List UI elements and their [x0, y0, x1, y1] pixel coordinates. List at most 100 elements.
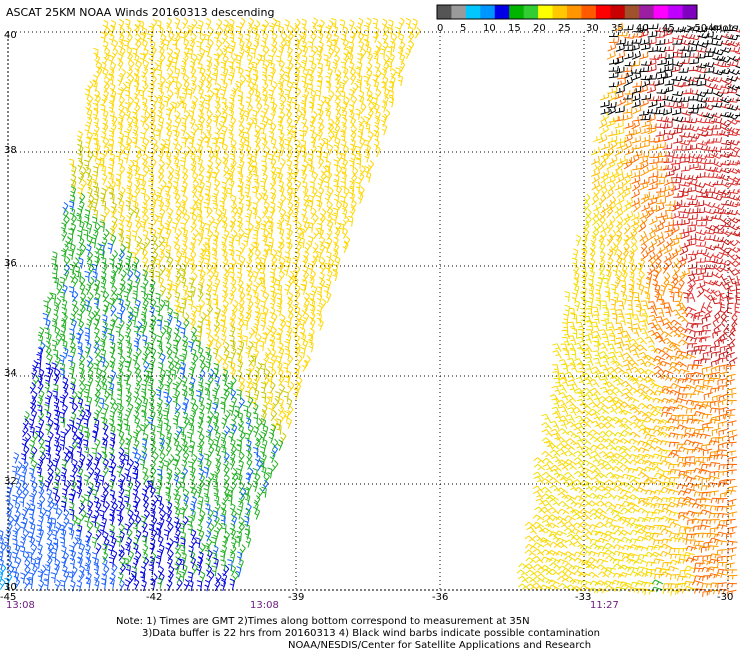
wind-barb [99, 509, 105, 521]
legend-swatch [509, 5, 525, 19]
wind-barb [110, 61, 117, 74]
wind-barb [676, 575, 688, 582]
wind-barb [125, 536, 133, 549]
wind-barb [349, 187, 355, 199]
wind-barb [623, 24, 634, 31]
wind-barb [711, 146, 723, 152]
legend-swatch [451, 5, 467, 19]
wind-barb [295, 312, 303, 325]
wind-barb [607, 106, 616, 116]
wind-barb [729, 146, 740, 153]
wind-barb [286, 46, 293, 59]
wind-barb [615, 328, 624, 338]
wind-barb [670, 64, 681, 73]
wind-barb [70, 179, 77, 191]
wind-barb [695, 207, 706, 214]
wind-barb [174, 17, 181, 29]
wind-barb [238, 397, 245, 409]
wind-barb [219, 200, 225, 212]
wind-barb [349, 206, 356, 219]
wind-barb [600, 100, 610, 108]
wind-barb [247, 117, 255, 129]
legend-swatch [538, 5, 554, 19]
wind-barb [117, 480, 124, 492]
wind-barb [704, 152, 716, 159]
wind-barb [632, 127, 642, 136]
wind-barb [99, 158, 105, 170]
wind-barb [84, 88, 91, 100]
wind-barb [647, 125, 657, 135]
wind-barb [655, 129, 665, 137]
wind-barb [205, 327, 212, 339]
wind-barb [313, 227, 320, 240]
wind-barb [621, 270, 628, 283]
wind-barb [649, 54, 661, 61]
wind-barb [248, 243, 255, 255]
wind-barb [608, 71, 619, 79]
wind-barb [216, 122, 223, 135]
wind-barb [134, 179, 141, 192]
wind-barb [252, 412, 259, 424]
wind-barb [664, 151, 675, 157]
wind-barb [564, 515, 576, 522]
wind-barb [12, 494, 18, 506]
wind-barb [187, 298, 194, 310]
wind-barb [141, 353, 148, 365]
wind-barb [95, 383, 102, 396]
wind-barb [317, 129, 323, 141]
wind-barb [108, 447, 115, 459]
wind-barb [694, 337, 706, 343]
wind-barb [399, 40, 406, 53]
wind-barb [118, 40, 124, 53]
wind-barb [126, 220, 133, 232]
wind-barb [568, 363, 578, 373]
wind-barb [261, 132, 267, 144]
wind-barb [83, 215, 90, 228]
wind-barb [636, 566, 648, 572]
wind-barb [535, 498, 546, 507]
wind-barb [532, 514, 545, 521]
wind-barb [695, 171, 706, 179]
wind-barb [126, 180, 133, 192]
wind-barb [368, 101, 375, 114]
legend-swatch [523, 5, 539, 19]
wind-barb [206, 516, 213, 529]
legend-frame [436, 4, 698, 20]
wind-barb [208, 571, 215, 583]
wind-barb [558, 419, 568, 429]
wind-barb [197, 80, 204, 93]
wind-barb [571, 327, 578, 339]
wind-barb [622, 352, 634, 361]
wind-barb [657, 157, 668, 163]
legend-swatch [437, 5, 452, 19]
wind-barb [622, 156, 633, 165]
wind-barb [234, 234, 241, 246]
wind-barb [381, 18, 388, 30]
wind-barb [229, 458, 236, 470]
wind-barb [93, 412, 99, 424]
wind-barb [596, 587, 609, 594]
wind-barb [324, 26, 331, 38]
wind-barb [701, 315, 711, 324]
wind-barb [45, 452, 51, 464]
wind-barb [216, 18, 223, 31]
wind-barb [212, 389, 218, 401]
wind-barb [139, 52, 146, 65]
wind-barb [568, 307, 576, 318]
wind-barb [215, 109, 222, 122]
legend-tick-label: >50 knots [686, 23, 738, 34]
wind-barb [694, 562, 705, 569]
wind-barb [695, 257, 707, 263]
wind-barb [727, 420, 737, 428]
wind-barb [647, 322, 658, 331]
wind-barb [678, 253, 688, 263]
wind-barb [651, 495, 664, 502]
wind-barb [678, 386, 690, 393]
wind-barb [190, 82, 197, 95]
wind-barb [587, 571, 600, 578]
wind-barb [111, 501, 119, 514]
wind-barb [593, 357, 602, 368]
wind-barb [171, 61, 177, 72]
wind-barb [287, 25, 294, 37]
wind-barb [277, 201, 283, 213]
